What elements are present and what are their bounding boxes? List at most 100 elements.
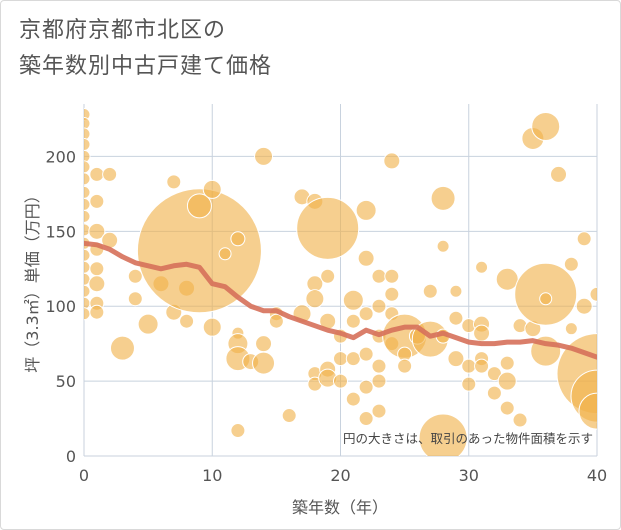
bubble-point: [268, 313, 284, 329]
chart-title-line-1: 京都府京都市北区の: [19, 18, 227, 43]
bubble-point: [218, 247, 232, 261]
bubble-point: [88, 275, 106, 293]
bubble-point: [333, 373, 348, 389]
bubble-point: [422, 283, 438, 299]
bubble-point: [397, 358, 413, 374]
bubble-point: [371, 403, 387, 419]
bubble-point: [89, 166, 105, 182]
bubble-point: [345, 351, 361, 367]
bubble-point: [84, 127, 91, 141]
bubble-point: [84, 137, 91, 151]
bubble-point: [281, 408, 297, 424]
bubble-point: [461, 376, 477, 392]
bubble-point: [84, 223, 91, 237]
bubble-point: [539, 292, 553, 306]
bubble-point: [320, 268, 336, 284]
bubble-point: [531, 111, 561, 141]
bubble-point: [230, 231, 246, 247]
bubble-point: [486, 385, 502, 401]
bubble-point: [355, 199, 377, 221]
bubble-point: [102, 166, 118, 182]
bubble-point: [127, 291, 143, 307]
bubble-point: [418, 413, 468, 456]
chart-title: 京都府京都市北区の 築年数別中古戸建て価格: [19, 13, 272, 85]
bubble-point: [230, 423, 246, 439]
bubble-point: [358, 411, 374, 427]
x-axis-label: 築年数（年）: [292, 498, 388, 517]
bubble-point: [186, 193, 212, 219]
bubble-point: [305, 289, 325, 309]
bubble-series: [84, 107, 597, 456]
chart-title-line-2: 築年数別中古戸建て価格: [19, 54, 273, 79]
bubble-point: [345, 313, 361, 329]
x-tick-label: 40: [587, 466, 607, 485]
y-axis-label: 坪（3.3㎡）単価（万円）: [23, 187, 42, 372]
bubble-point: [436, 239, 450, 253]
bubble-point: [179, 313, 195, 329]
bubble-point: [495, 267, 519, 291]
bubble-point: [473, 324, 491, 342]
bubble-point: [84, 272, 91, 286]
bubble-point: [564, 322, 578, 336]
bubble-point: [357, 249, 375, 267]
trend-series: [84, 240, 597, 360]
bubble-point: [109, 335, 135, 361]
bubble-point: [89, 304, 105, 320]
bubble-point: [84, 284, 91, 298]
x-tick-label: 0: [79, 466, 89, 485]
y-tick-label: 200: [45, 147, 76, 166]
bubble-point: [84, 307, 91, 321]
bubble-point: [384, 286, 400, 302]
bubble-point: [499, 400, 515, 416]
bubble-point: [202, 179, 222, 199]
bubble-point: [254, 146, 274, 166]
bubble-point: [563, 256, 579, 272]
bubble-point: [166, 174, 182, 190]
bubble-point: [430, 185, 456, 211]
bubble-point: [84, 149, 91, 163]
bubble-point: [371, 358, 387, 374]
bubble-point: [358, 379, 374, 395]
bubble-point: [89, 193, 105, 209]
bubble-point: [499, 355, 515, 371]
bubble-point: [88, 222, 106, 240]
bubble-point: [449, 284, 463, 298]
y-tick-label: 150: [45, 222, 76, 241]
bubble-point: [342, 289, 364, 311]
bubble-point: [84, 185, 91, 199]
trend-line: [84, 240, 597, 360]
bubble-point: [461, 358, 477, 374]
bubble-point: [252, 351, 276, 375]
bubble-point: [89, 261, 105, 277]
y-tick-label: 100: [45, 297, 76, 316]
bubble-point: [576, 231, 592, 247]
bubble-point: [255, 335, 273, 353]
x-tick-label: 10: [202, 466, 222, 485]
axes: 0 10 20 30 40 0 50 100 150 200: [45, 147, 607, 485]
bubble-point: [127, 268, 143, 284]
bubble-point: [84, 116, 91, 130]
y-tick-label: 50: [56, 372, 76, 391]
bubble-point: [371, 298, 387, 314]
bubble-point: [358, 346, 374, 362]
bubble-point: [575, 297, 593, 315]
bubble-point: [137, 313, 159, 335]
bubble-point: [333, 351, 348, 367]
bubble-point: [447, 350, 465, 368]
x-tick-label: 20: [330, 466, 350, 485]
bubble-point: [475, 260, 489, 274]
bubble-point: [589, 286, 597, 302]
bubble-size-note: 円の大きさは、取引のあった物件面積を示す: [343, 431, 593, 446]
bubble-point: [371, 373, 387, 389]
bubble-point: [296, 196, 360, 260]
bubble-point: [345, 391, 361, 407]
bubble-point: [371, 268, 387, 284]
bubble-point: [202, 317, 222, 337]
bubble-point: [84, 160, 91, 174]
bubble-point: [84, 248, 91, 262]
bubble-point: [384, 268, 400, 284]
x-tick-label: 30: [459, 466, 479, 485]
bubble-point: [578, 392, 597, 430]
